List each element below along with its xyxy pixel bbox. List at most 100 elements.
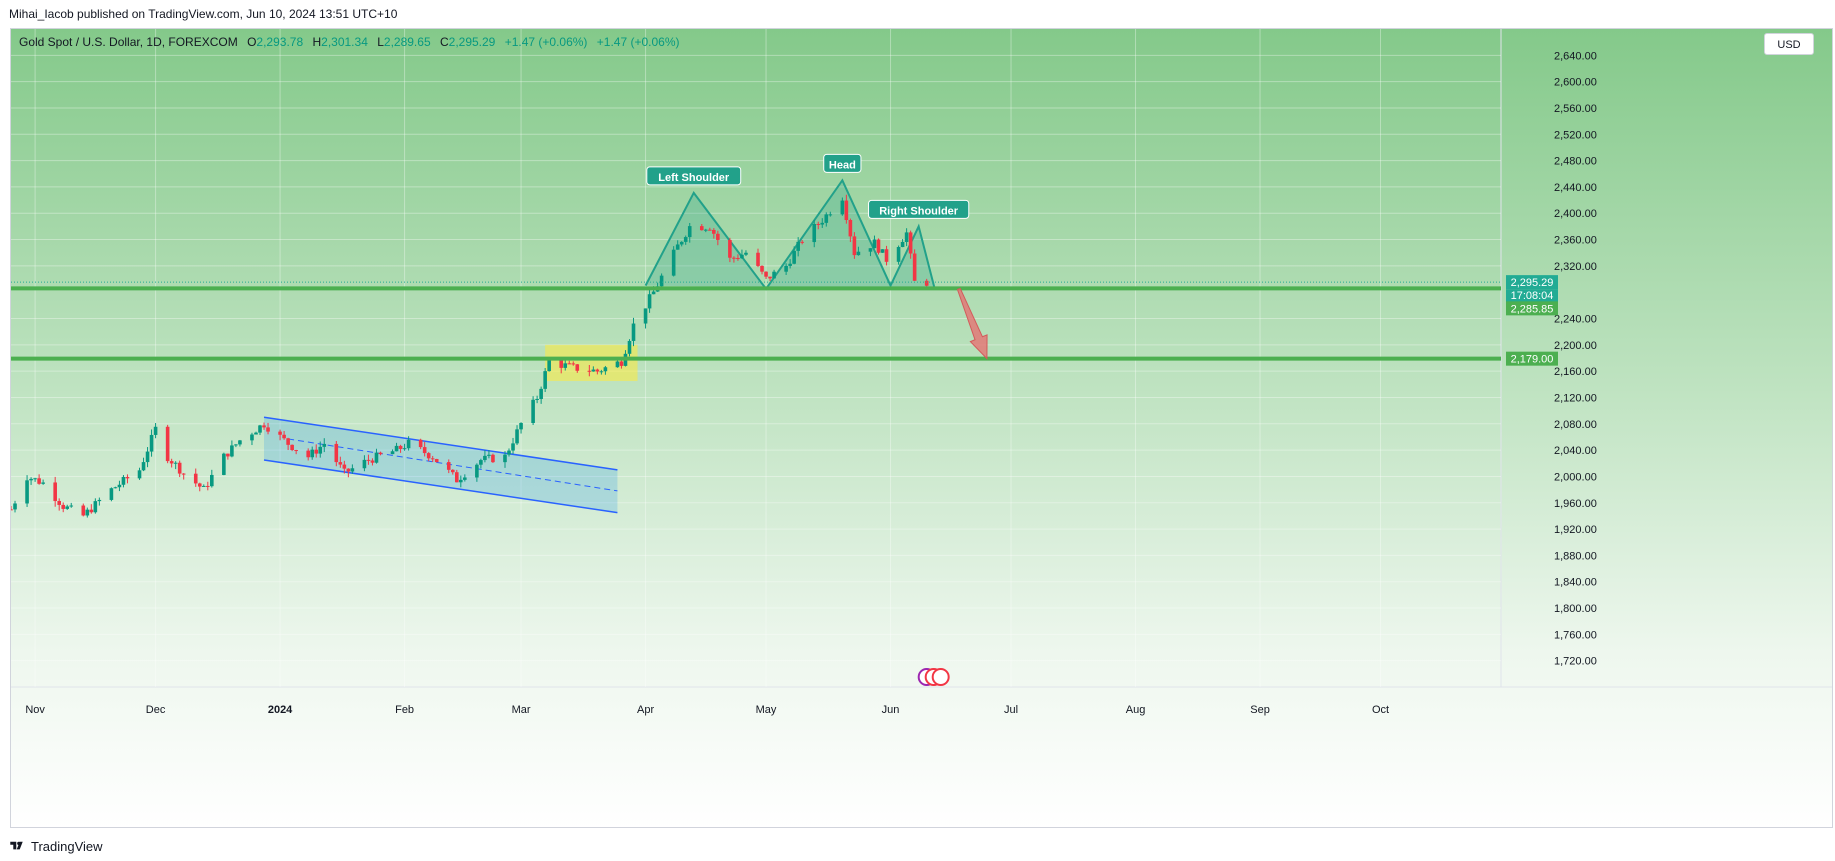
pattern-label-text: Head	[829, 159, 856, 171]
candle-body	[491, 454, 495, 463]
low-label: L	[377, 35, 384, 49]
close-label: C	[439, 35, 449, 49]
consolidation-rect	[545, 344, 638, 382]
candle-body	[587, 370, 592, 372]
support-tag-upper: 2,285.85	[1511, 303, 1554, 315]
candle-body	[876, 239, 881, 253]
candle-body	[25, 480, 29, 504]
candle-body	[764, 271, 768, 277]
y-tick-label: 2,080.00	[1554, 419, 1597, 431]
x-tick-label: Apr	[637, 704, 654, 716]
candle-body	[868, 248, 873, 252]
countdown-tag-bg	[1506, 289, 1558, 303]
candle-body	[812, 223, 817, 243]
pattern-label-box	[823, 153, 862, 173]
candles	[11, 194, 929, 518]
x-tick-label: Nov	[25, 704, 45, 716]
chart-panel[interactable]: Nov Dec 2024 Feb Mar Apr May Jun Jul Aug Sep Oct Le…	[10, 28, 1833, 828]
y-tick-label: 2,480.00	[1554, 156, 1597, 168]
candle-body	[210, 474, 214, 487]
candle-body	[145, 451, 150, 463]
candle-body	[563, 363, 568, 368]
candle-body	[619, 361, 624, 366]
symbol-info: Gold Spot / U.S. Dollar, 1D, FOREXCOM O 2…	[19, 35, 680, 49]
candle-body	[117, 484, 122, 488]
event-icon	[931, 668, 950, 686]
y-tick-label: 2,120.00	[1554, 392, 1597, 404]
channel-mid-line	[288, 438, 618, 492]
candle-body	[258, 425, 262, 433]
candle-body	[266, 427, 270, 432]
countdown-tag: 17:08:04	[1511, 290, 1554, 302]
candle-body	[13, 503, 17, 510]
candle-body	[294, 450, 298, 452]
candle-body	[820, 222, 825, 225]
candle-body	[840, 200, 845, 215]
candle-body	[595, 369, 600, 372]
candle-body	[53, 482, 57, 501]
support-lines	[11, 281, 1501, 361]
candle-body	[230, 445, 234, 457]
candle-body	[844, 200, 849, 221]
y-tick-label: 1,960.00	[1554, 498, 1597, 510]
close-value: 2,295.29	[448, 35, 496, 49]
candle-body	[394, 445, 399, 452]
candle-body	[278, 431, 282, 435]
candle-body	[507, 450, 511, 455]
candle-body	[322, 443, 327, 447]
candle-body	[306, 450, 310, 458]
candle-body	[346, 468, 351, 472]
candle-body	[169, 461, 174, 464]
currency-button[interactable]: USD	[1764, 33, 1814, 55]
candle-body	[908, 232, 913, 254]
candle-body	[398, 445, 403, 449]
candle-body	[772, 271, 776, 279]
candle-body	[511, 443, 515, 451]
candle-body	[366, 459, 371, 461]
x-tick-label: Dec	[146, 704, 166, 716]
candle-body	[483, 455, 487, 461]
candle-body	[374, 452, 379, 463]
candle-body	[571, 363, 576, 365]
candle-body	[575, 364, 580, 371]
y-tick-label: 2,600.00	[1554, 77, 1597, 89]
candle-body	[475, 464, 479, 478]
pattern-label-box	[646, 166, 742, 186]
candle-body	[262, 425, 266, 428]
y-tick-label: 2,160.00	[1554, 366, 1597, 378]
candle-body	[378, 452, 383, 455]
candle-body	[900, 241, 905, 248]
event-icons	[917, 668, 950, 686]
candle-body	[318, 446, 323, 454]
candle-body	[430, 458, 435, 460]
candle-body	[334, 443, 339, 463]
candle-body	[712, 229, 716, 234]
candle-body	[728, 239, 732, 258]
candle-body	[904, 232, 909, 242]
candle-body	[487, 454, 491, 456]
x-tick-label: Feb	[395, 704, 414, 716]
candle-body	[125, 476, 130, 479]
symbol-name: Gold Spot / U.S. Dollar, 1D, FOREXCOM	[19, 35, 238, 49]
candle-body	[880, 249, 885, 253]
x-tick-label: Mar	[512, 704, 531, 716]
open-label: O	[247, 35, 257, 49]
candle-body	[736, 257, 740, 259]
candle-body	[350, 468, 355, 472]
candle-body	[703, 229, 708, 231]
x-tick-label: 2024	[268, 704, 293, 716]
price-chart[interactable]: Nov Dec 2024 Feb Mar Apr May Jun Jul Aug Sep Oct Le…	[11, 29, 1833, 828]
candle-body	[314, 449, 319, 454]
candle-body	[250, 434, 254, 441]
candle-body	[426, 453, 431, 459]
candle-body	[756, 252, 760, 266]
candle-body	[852, 236, 857, 256]
candle-body	[338, 462, 343, 465]
candle-body	[912, 253, 917, 281]
candle-body	[422, 447, 427, 454]
y-tick-label: 1,920.00	[1554, 524, 1597, 536]
candle-body	[57, 500, 61, 505]
candle-body	[716, 233, 720, 240]
candle-body	[599, 371, 604, 373]
